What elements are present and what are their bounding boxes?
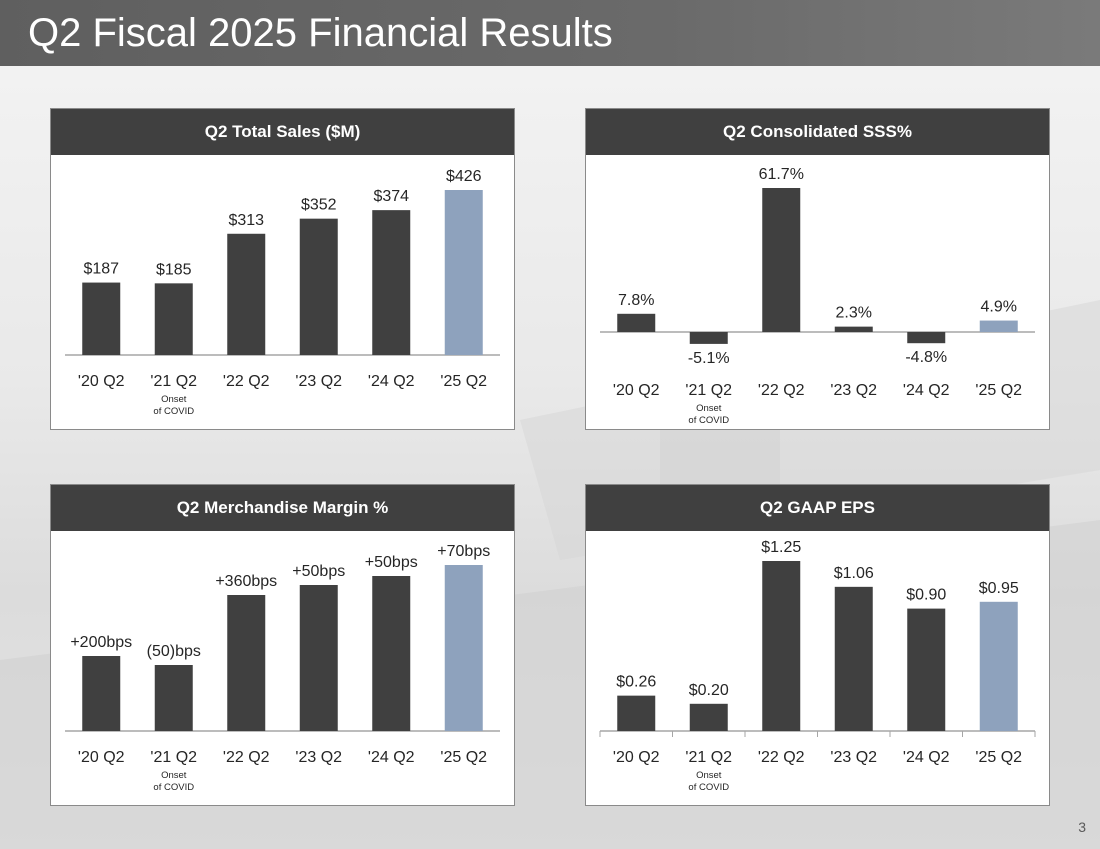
title-bar: Q2 Fiscal 2025 Financial Results [0,0,1100,66]
sss-data-label: 61.7% [759,166,804,183]
merch-margin-bar [227,595,266,731]
merch-margin-bar [82,656,121,731]
onset-of-covid-annotation: of COVID [153,406,194,417]
total-sales-data-label: $313 [228,212,264,229]
merch-margin-bar [154,665,193,731]
total-sales-category-label: '20 Q2 [78,373,125,390]
eps-bar [762,561,801,731]
eps-bar [907,608,946,731]
eps-data-label: $1.06 [834,565,874,582]
merch-margin-bar [372,576,411,731]
sss-category-label: '25 Q2 [975,382,1022,399]
onset-of-covid-annotation: of COVID [688,415,729,426]
sss-category-label: '24 Q2 [903,382,950,399]
gaap-eps-panel: Q2 GAAP EPS $0.26 '20 Q2 $0.20 '21 Q2 $1.25 '… [585,484,1050,806]
total-sales-data-label: $352 [301,197,337,214]
merch-margin-data-label: +70bps [437,543,490,560]
eps-data-label: $0.95 [979,580,1019,597]
total-sales-data-label: $426 [446,168,482,185]
onset-of-covid-annotation: Onset [161,770,187,781]
sss-category-label: '20 Q2 [613,382,660,399]
sss-bar [617,313,656,332]
total-sales-bar [82,282,121,355]
total-sales-category-label: '25 Q2 [440,373,487,390]
sss-data-label: -5.1% [688,350,730,367]
merchandise-margin-chart: +200bps '20 Q2 (50)bps '21 Q2 +360bps '22 Q2 +… [65,543,500,793]
sss-bar [979,320,1018,332]
eps-category-label: '20 Q2 [613,749,660,766]
total-sales-category-label: '24 Q2 [368,373,415,390]
total-sales-panel: Q2 Total Sales ($M) $187 '20 Q2 $185 '21 Q2… [50,108,515,430]
merch-margin-data-label: +50bps [365,554,418,571]
eps-category-label: '24 Q2 [903,749,950,766]
total-sales-bar [299,218,338,355]
sss-data-label: -4.8% [905,349,947,366]
consolidated-sss-chart: 7.8% '20 Q2 -5.1% '21 Q2 61.7% '22 Q2 2.3% '23 … [600,166,1035,426]
merch-margin-category-label: '20 Q2 [78,749,125,766]
eps-bar [834,586,873,731]
slide-title: Q2 Fiscal 2025 Financial Results [28,11,613,55]
eps-category-label: '23 Q2 [830,749,877,766]
onset-of-covid-annotation: Onset [696,770,722,781]
eps-data-label: $1.25 [761,539,801,556]
total-sales-category-label: '21 Q2 [150,373,197,390]
sss-bar [689,332,728,344]
merch-margin-category-label: '25 Q2 [440,749,487,766]
sss-data-label: 7.8% [618,292,654,309]
merch-margin-category-label: '21 Q2 [150,749,197,766]
merch-margin-data-label: +200bps [70,634,132,651]
eps-category-label: '21 Q2 [685,749,732,766]
eps-data-label: $0.90 [906,587,946,604]
merch-margin-data-label: (50)bps [147,643,201,660]
total-sales-bar [444,190,483,355]
merch-margin-category-label: '23 Q2 [295,749,342,766]
eps-bar [689,703,728,731]
sss-bar [834,326,873,332]
total-sales-data-label: $374 [373,188,409,205]
total-sales-bar [154,283,193,355]
total-sales-bar [227,233,266,355]
page-number: 3 [1078,819,1086,835]
sss-bar [762,188,801,332]
total-sales-chart: $187 '20 Q2 $185 '21 Q2 $313 '22 Q2 $352 '23 Q2… [65,168,500,417]
eps-bar [979,601,1018,731]
onset-of-covid-annotation: of COVID [688,782,729,793]
merch-margin-bar [444,565,483,731]
eps-data-label: $0.26 [616,674,656,691]
total-sales-data-label: $187 [83,261,119,278]
total-sales-data-label: $185 [156,261,192,278]
merch-margin-bar [299,585,338,731]
gaap-eps-chart: $0.26 '20 Q2 $0.20 '21 Q2 $1.25 '22 Q2 $1.06 '2… [599,539,1036,793]
onset-of-covid-annotation: of COVID [153,782,194,793]
eps-data-label: $0.20 [689,682,729,699]
total-sales-title: Q2 Total Sales ($M) [51,109,514,155]
sss-category-label: '21 Q2 [685,382,732,399]
consolidated-sss-panel: Q2 Consolidated SSS% 7.8% '20 Q2 -5.1% '21 … [585,108,1050,430]
sss-bar [907,332,946,344]
onset-of-covid-annotation: Onset [696,403,722,414]
sss-data-label: 2.3% [836,305,872,322]
total-sales-bar [372,210,411,355]
merchandise-margin-title: Q2 Merchandise Margin % [51,485,514,531]
eps-category-label: '22 Q2 [758,749,805,766]
eps-category-label: '25 Q2 [975,749,1022,766]
gaap-eps-title: Q2 GAAP EPS [586,485,1049,531]
sss-category-label: '22 Q2 [758,382,805,399]
eps-bar [617,695,656,731]
total-sales-category-label: '22 Q2 [223,373,270,390]
sss-category-label: '23 Q2 [830,382,877,399]
onset-of-covid-annotation: Onset [161,394,187,405]
merch-margin-category-label: '22 Q2 [223,749,270,766]
merch-margin-category-label: '24 Q2 [368,749,415,766]
merchandise-margin-panel: Q2 Merchandise Margin % +200bps '20 Q2 (50… [50,484,515,806]
merch-margin-data-label: +360bps [215,573,277,590]
sss-data-label: 4.9% [981,299,1017,316]
merch-margin-data-label: +50bps [292,563,345,580]
consolidated-sss-title: Q2 Consolidated SSS% [586,109,1049,155]
total-sales-category-label: '23 Q2 [295,373,342,390]
